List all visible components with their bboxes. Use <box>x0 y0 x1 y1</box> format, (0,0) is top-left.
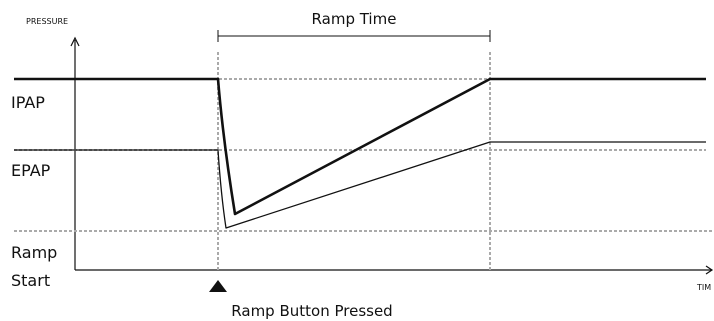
ramp-start-label-line2: Start <box>11 271 50 290</box>
ramp-button-label: Ramp Button Pressed <box>231 302 392 320</box>
ramp-time-bracket <box>217 30 491 42</box>
ipap-label: IPAP <box>11 93 45 112</box>
epap-label: EPAP <box>11 161 51 180</box>
x-axis-label: TIM <box>696 283 711 292</box>
ramp-start-label-line1: Ramp <box>11 243 57 262</box>
ramp-time-label: Ramp Time <box>312 10 397 28</box>
y-axis-label: PRESSURE <box>26 17 68 26</box>
epap-pressure-curve <box>14 141 706 229</box>
reference-lines <box>14 52 712 270</box>
x-axis-arrow-icon <box>705 265 714 275</box>
y-axis-arrow-icon <box>70 36 80 47</box>
ramp-button-marker-icon <box>209 280 227 292</box>
ipap-pressure-curve <box>14 77 706 216</box>
